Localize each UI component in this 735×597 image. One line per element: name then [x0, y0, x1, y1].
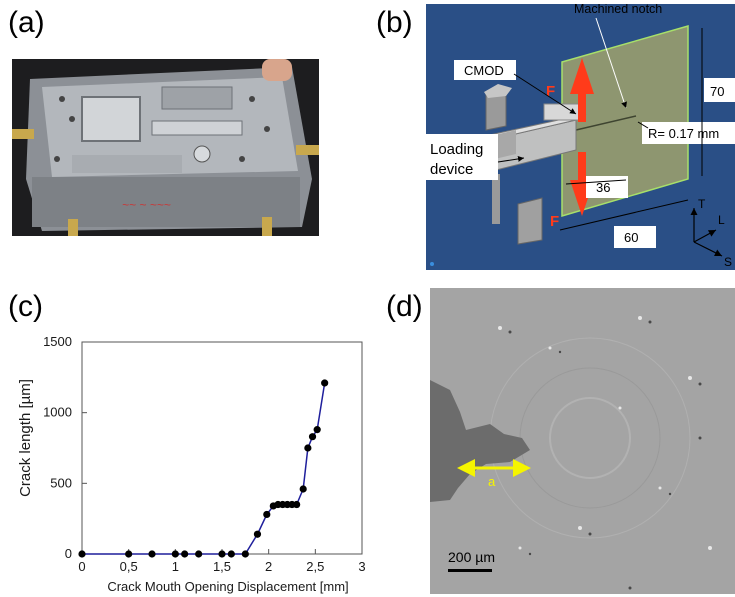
chart-data-point	[313, 426, 321, 434]
cmod-label: CMOD	[464, 63, 504, 78]
chart-data-point	[293, 500, 301, 509]
scale-bar-label: 200 µm	[448, 549, 495, 565]
chart-x-tick-label: 0	[78, 559, 85, 574]
scale-bar	[448, 569, 492, 572]
chart-x-tick-label: 2	[265, 559, 272, 574]
chart-ticks: 0 0,5 1 1,5 2 2,5 3 0 500 1000 1500	[43, 334, 366, 574]
chart-data-point	[241, 550, 249, 558]
force-arrow-up	[570, 58, 594, 122]
chart-data-point	[195, 550, 203, 558]
crack-length-label: a	[488, 474, 496, 489]
chart-data-point	[253, 530, 262, 538]
panel-label-b: (b)	[376, 6, 413, 39]
axis-l-label: L	[718, 213, 725, 227]
panel-label-c: (c)	[8, 290, 43, 323]
dimension-36: 36	[596, 180, 610, 195]
force-arrow-down	[570, 152, 594, 216]
chart-x-tick-label: 2,5	[306, 559, 324, 574]
chart-data-point	[125, 550, 133, 558]
chart-x-tick-label: 0,5	[120, 559, 138, 574]
chart-data-point	[148, 550, 156, 558]
loading-device-label-2: device	[430, 161, 473, 178]
panel-label-d: (d)	[386, 290, 423, 323]
loading-device-schematic: Machined notch CMOD F F Loading device 7…	[426, 4, 735, 270]
axis-t-label: T	[698, 197, 706, 211]
chart-y-tick-label: 500	[50, 475, 72, 490]
chart-y-tick-label: 1500	[43, 334, 72, 349]
crack-region	[430, 380, 530, 502]
crack-length-chart: 0 0,5 1 1,5 2 2,5 3 0 500 1000 1500 Crack Mouth Op…	[17, 334, 366, 594]
chart-x-tick-label: 1,5	[213, 559, 231, 574]
dimension-60: 60	[624, 230, 638, 245]
chart-y-tick-label: 0	[65, 546, 72, 561]
dimension-70: 70	[710, 84, 724, 99]
svg-text:~~ ~ ~~~: ~~ ~ ~~~	[122, 198, 171, 212]
chart-data-point	[304, 444, 312, 452]
chart-x-tick-label: 1	[172, 559, 179, 574]
chart-data-point	[78, 550, 86, 558]
chart-x-tick-label: 3	[358, 559, 365, 574]
crack-micrograph: a 200 µm	[430, 288, 735, 594]
chart-data-point	[299, 485, 307, 493]
chart-data-point	[181, 550, 189, 558]
specimen-plate	[561, 25, 689, 218]
force-label-bottom: F	[550, 213, 559, 230]
test-rig-photo: ~~ ~ ~~~	[12, 59, 319, 236]
force-label-top: F	[546, 83, 555, 100]
chart-series-line	[82, 382, 326, 555]
machined-notch-label: Machined notch	[574, 4, 662, 16]
chart-data-point	[321, 379, 329, 387]
chart-axes	[81, 341, 363, 555]
chart-series	[78, 379, 329, 558]
chart-y-axis-label: Crack length [µm]	[17, 379, 34, 497]
loading-device-label-1: Loading	[430, 141, 483, 158]
chart-data-point	[171, 550, 179, 558]
panel-label-a: (a)	[8, 6, 45, 39]
chart-data-point	[218, 550, 226, 558]
chart-data-point	[227, 550, 235, 558]
chart-plot-frame	[81, 341, 363, 555]
axis-s-label: S	[724, 255, 732, 269]
chart-y-tick-label: 1000	[43, 405, 72, 420]
chart-data-point	[263, 510, 271, 519]
notch-radius-label: R= 0.17 mm	[648, 126, 719, 141]
chart-x-axis-label: Crack Mouth Opening Displacement [mm]	[107, 579, 348, 594]
chart-data-point	[308, 433, 317, 441]
